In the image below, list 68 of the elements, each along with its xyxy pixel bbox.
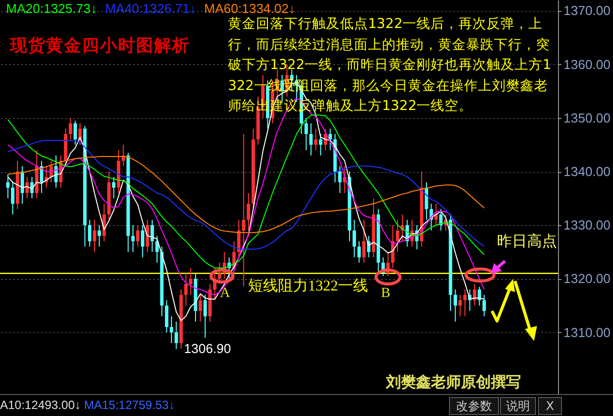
text: X	[538, 397, 562, 415]
candlestick	[357, 240, 361, 264]
candlestick	[164, 300, 168, 333]
candlestick	[140, 224, 144, 258]
candlestick	[458, 294, 462, 317]
y-tick-label: 1330.00	[564, 218, 610, 233]
candlestick	[20, 166, 24, 204]
candlestick	[102, 203, 106, 242]
candlestick	[150, 219, 154, 252]
y-tick-label: 1340.00	[564, 164, 610, 180]
text: MA20:1325.73↓	[6, 1, 98, 16]
annotation: B	[381, 286, 390, 302]
candlestick	[218, 262, 222, 285]
candlestick	[391, 224, 394, 269]
candlestick	[203, 294, 207, 338]
text: A10:12493.00↓	[0, 398, 81, 412]
text: 昨日高点	[497, 232, 557, 251]
candlestick	[246, 192, 250, 232]
candlestick	[237, 219, 241, 258]
candlestick	[198, 294, 202, 322]
candlestick	[49, 160, 53, 183]
candlestick	[338, 166, 342, 194]
candlestick	[439, 208, 443, 232]
candlestick	[318, 134, 322, 156]
candlestick	[40, 160, 44, 194]
y-tick-label: 1320.00	[564, 271, 610, 286]
candlestick	[78, 122, 82, 146]
y-tick-label: 1370.00	[564, 3, 610, 18]
annotation: 刘樊鑫老师原创撰写	[386, 373, 521, 392]
candlestick	[352, 219, 356, 258]
candlestick	[328, 128, 332, 151]
text: 改参数	[449, 397, 499, 415]
candlestick	[25, 176, 29, 199]
candlestick	[189, 268, 192, 296]
annotation: A	[220, 286, 230, 302]
candlestick	[242, 134, 246, 287]
candlestick	[170, 316, 174, 344]
candlestick	[174, 321, 178, 350]
ref-line-label: 短线阻力1322一线	[248, 277, 368, 294]
candlestick	[396, 219, 400, 252]
text: MA15:12759.53↓	[84, 398, 175, 412]
y-tick-label: 1360.00	[564, 56, 610, 72]
candlestick	[6, 174, 10, 199]
candlestick	[184, 272, 188, 306]
text: 说明	[500, 397, 536, 415]
y-tick-label: 1310.00	[564, 324, 610, 340]
candlestick	[362, 219, 366, 264]
text: MA40:1326.71↓	[105, 1, 196, 16]
candlestick	[454, 288, 458, 322]
annotation: 1306.90	[184, 341, 231, 356]
candlestick	[98, 224, 101, 248]
candlestick	[304, 117, 308, 151]
line-series	[7, 98, 485, 296]
candlestick	[314, 128, 318, 151]
candlestick	[146, 219, 150, 252]
y-tick-label: 1350.00	[564, 110, 610, 126]
candlestick	[88, 219, 92, 248]
candlestick	[482, 294, 486, 317]
candlestick	[434, 203, 438, 226]
candlestick	[136, 224, 140, 248]
candlestick	[472, 284, 476, 306]
text: MA60:1334.02↓	[204, 1, 296, 16]
candlestick	[74, 120, 77, 146]
candlestick	[68, 117, 72, 140]
text: 现货黄金四小时图解析	[10, 35, 190, 57]
candlestick	[478, 286, 482, 306]
candlestick	[112, 176, 116, 199]
candlestick	[11, 182, 14, 215]
